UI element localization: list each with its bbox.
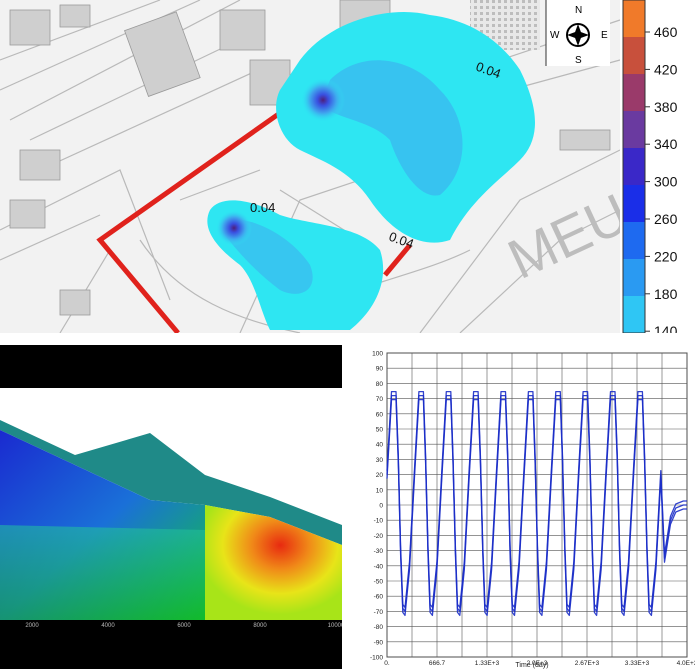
colorbar-tick-label: 180 <box>654 286 678 302</box>
colorbar-swatch <box>623 222 645 260</box>
plume-map: MEUS 0.04 0.04 0.04 N S E W 460 4 <box>0 0 695 333</box>
x-axis-label: Time (day) <box>515 662 548 669</box>
x-tick-label: 2.0E+3 <box>527 660 548 667</box>
colorbar-swatch <box>623 0 645 38</box>
plume-north-core <box>320 60 463 196</box>
section-canvas: 2000 4000 6000 8000 10000 <box>0 345 342 669</box>
compass-west: W <box>550 30 560 41</box>
pipeline-route <box>96 110 282 333</box>
y-tick-label: 100 <box>372 351 383 358</box>
x-tick-label: 3.33E+3 <box>625 660 650 667</box>
section-x-tick-label: 10000 <box>328 623 342 629</box>
x-tick-label: 1.33E+3 <box>475 660 500 667</box>
colorbar-tick-label: 220 <box>654 248 678 264</box>
time-series-canvas: 1009080706050403020100-10-20-30-40-50-60… <box>370 351 695 669</box>
pipeline-stub <box>383 243 412 277</box>
y-tick-label: 70 <box>376 396 384 403</box>
chart-grid <box>386 352 688 658</box>
cross-section-plot: 2000 4000 6000 8000 10000 <box>0 345 342 669</box>
x-tick-label: 4.0E+3 <box>677 660 695 667</box>
x-tick-label: 666.7 <box>429 660 446 667</box>
y-tick-label: -20 <box>374 533 384 540</box>
y-tick-label: -30 <box>374 548 384 555</box>
section-lower-zone <box>0 525 205 620</box>
colorbar-swatch <box>623 185 645 223</box>
colorbar-tick-label: 260 <box>654 211 678 227</box>
section-x-axis: 2000 4000 6000 8000 10000 <box>25 623 342 629</box>
colorbar-tick-label: 340 <box>654 136 678 152</box>
colorbar: 460 420 380 340 300 260 220 180 140 <box>620 0 695 333</box>
section-header-bar <box>0 345 342 388</box>
y-tick-label: -50 <box>374 579 384 586</box>
y-tick-label: 90 <box>376 366 384 373</box>
y-tick-label: 50 <box>376 427 384 434</box>
compass-north: N <box>575 5 582 16</box>
compass-east: E <box>601 30 608 41</box>
section-x-tick-label: 6000 <box>177 623 191 629</box>
y-tick-label: -10 <box>374 518 384 525</box>
y-tick-label: -70 <box>374 609 384 616</box>
colorbar-frame <box>622 0 646 333</box>
section-x-tick-label: 4000 <box>101 623 115 629</box>
x-tick-label: 0. <box>384 660 390 667</box>
y-tick-label: -60 <box>374 594 384 601</box>
chart-x-axis: 0. 666.7 1.33E+3 2.0E+3 2.67E+3 3.33E+3 4.0E+3 <box>384 660 695 667</box>
chart-series <box>386 390 687 617</box>
section-x-tick-label: 2000 <box>25 623 39 629</box>
colorbar-tick-label: 300 <box>654 174 678 190</box>
y-tick-label: -40 <box>374 563 384 570</box>
section-hot-zone <box>205 505 342 620</box>
y-tick-label: -80 <box>374 624 384 631</box>
y-tick-label: 20 <box>376 472 384 479</box>
colorbar-swatch <box>623 74 645 112</box>
colorbar-swatch <box>623 259 645 297</box>
section-top-layer <box>0 420 342 545</box>
y-tick-label: 60 <box>376 411 384 418</box>
y-tick-label: 10 <box>376 487 384 494</box>
colorbar-tick-label: 460 <box>654 24 678 40</box>
colorbar-swatch <box>623 37 645 75</box>
y-tick-label: -100 <box>370 655 383 662</box>
y-tick-label: -90 <box>374 639 384 646</box>
colorbar-tick-label: 140 <box>654 323 678 333</box>
series-line <box>386 398 687 617</box>
chart-y-axis: 1009080706050403020100-10-20-30-40-50-60… <box>370 351 383 662</box>
y-tick-label: 30 <box>376 457 384 464</box>
panel-separator <box>0 333 695 345</box>
plume-north-source <box>301 78 345 122</box>
section-x-tick-label: 8000 <box>253 623 267 629</box>
colorbar-tick-label: 420 <box>654 61 678 77</box>
plume-south-source <box>216 210 252 246</box>
colorbar-swatch <box>623 111 645 149</box>
time-series-chart: 100 90 80 70 60 50 40 30 20 10 0 -10 -20 -30 -40 -50 -60… <box>342 345 695 669</box>
y-tick-label: 80 <box>376 381 384 388</box>
colorbar-swatch <box>623 148 645 186</box>
colorbar-tick-label: 380 <box>654 99 678 115</box>
colorbar-swatch <box>623 296 645 333</box>
section-axis-bar <box>0 620 342 669</box>
compass-south: S <box>575 55 582 66</box>
y-tick-label: 0 <box>379 503 383 510</box>
compass-rose: N S E W <box>545 0 610 66</box>
contour-label-south: 0.04 <box>250 200 275 215</box>
x-tick-label: 2.67E+3 <box>575 660 600 667</box>
y-tick-label: 40 <box>376 442 384 449</box>
